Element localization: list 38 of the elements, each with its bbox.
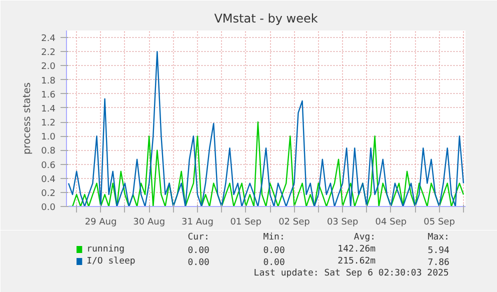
y-tick-label: 0.0: [41, 203, 56, 213]
x-tick-label: 30 Aug: [133, 218, 166, 228]
x-tick-label: 05 Sep: [424, 218, 456, 228]
text: 5.94: [428, 246, 450, 256]
text: Last update: Sat Sep 6 02:30:03 2025: [254, 268, 449, 278]
y-tick-label: 1.8: [41, 76, 56, 86]
y-tick-label: 1.6: [41, 90, 56, 100]
x-tick-label: 04 Sep: [375, 218, 407, 228]
text: 215.62m: [338, 256, 376, 266]
text: 0.00: [263, 258, 285, 268]
y-tick-label: 0.2: [41, 188, 56, 199]
x-tick-label: 29 Aug: [84, 218, 117, 228]
text: 0.00: [188, 246, 210, 256]
text: 0.00: [263, 246, 285, 256]
y-tick-label: 0.4: [41, 174, 56, 185]
y-tick-label: 2.0: [41, 62, 56, 72]
y-tick-label: 1.4: [41, 104, 56, 114]
text: Max:: [428, 232, 450, 242]
y-axis-title: process states: [22, 82, 34, 155]
x-tick-label: 02 Sep: [278, 218, 310, 228]
x-tick-label: 03 Sep: [326, 218, 358, 228]
text: Avg:: [354, 232, 376, 242]
x-tick-label: 01 Sep: [230, 218, 262, 228]
text: Min:: [263, 232, 285, 242]
y-tick-label: 0.8: [41, 146, 56, 157]
text: Cur:: [188, 232, 210, 242]
legend-label: running: [86, 244, 125, 254]
text: 0.00: [188, 258, 210, 268]
legend-label: I/O sleep: [86, 256, 136, 266]
text: 7.86: [428, 258, 450, 268]
y-tick-label: 0.6: [41, 160, 56, 171]
y-tick-label: 2.2: [41, 48, 56, 58]
text: 142.26m: [338, 244, 376, 254]
y-tick-label: 1.2: [41, 118, 56, 129]
x-tick-label: 31 Aug: [182, 218, 214, 228]
y-tick-label: 1.0: [41, 132, 56, 143]
chart-title: VMstat - by week: [214, 12, 318, 26]
y-tick-label: 2.4: [41, 34, 56, 44]
